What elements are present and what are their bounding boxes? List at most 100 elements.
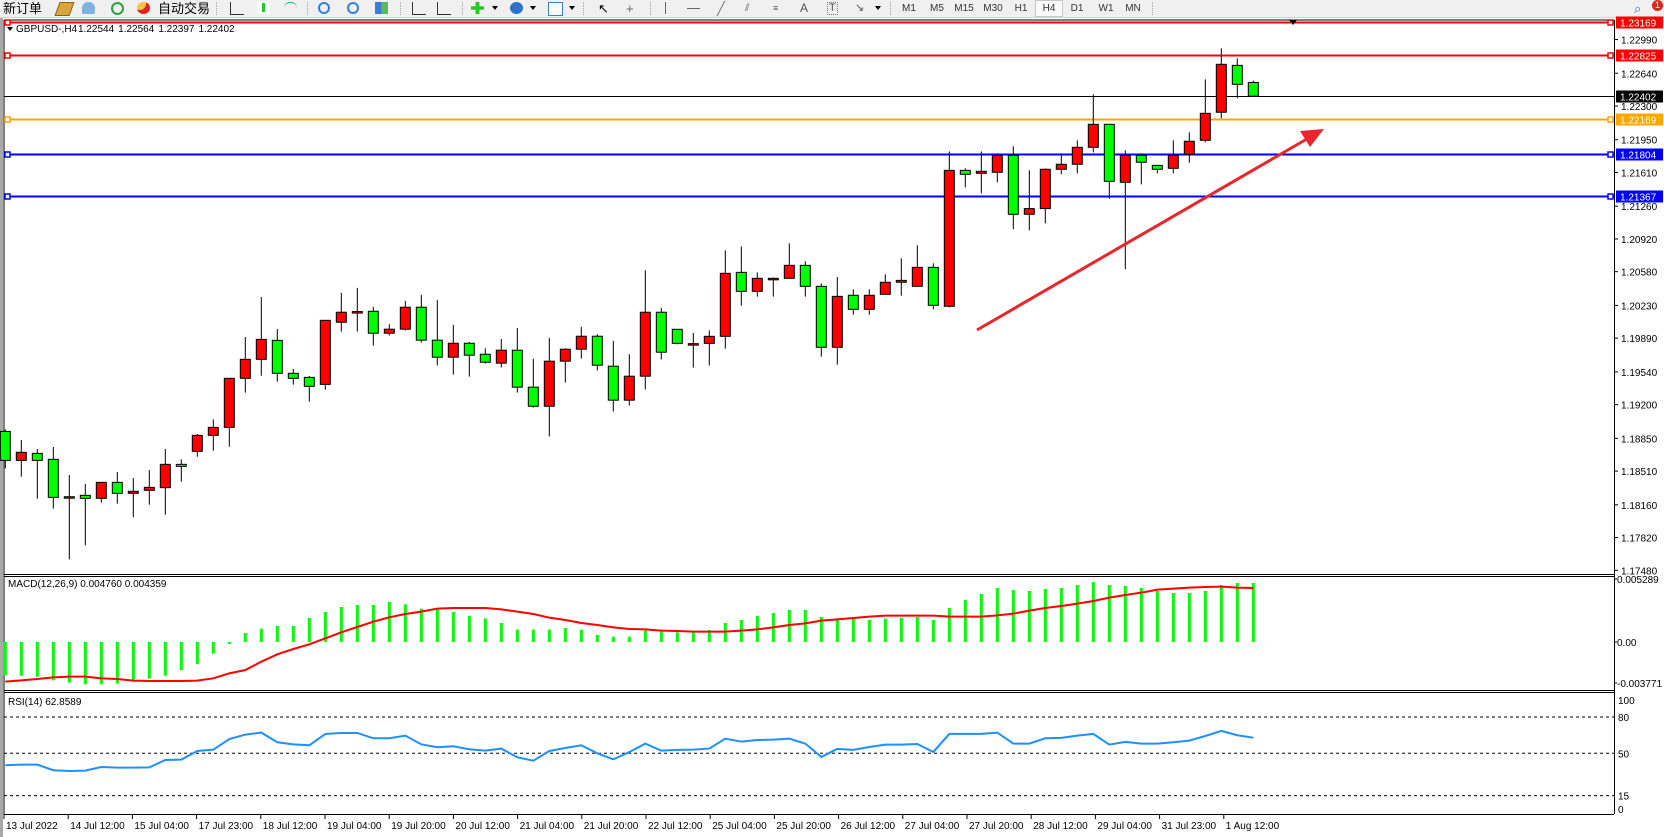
level-handle[interactable] [4,19,11,26]
chart-shift-marker[interactable] [1289,20,1297,25]
tile-windows-icon[interactable] [375,2,388,14]
text-label-icon[interactable]: T [827,2,838,15]
macd-histogram-bar [435,609,439,642]
candle [1167,140,1179,174]
timeframe-d1[interactable]: D1 [1070,3,1084,14]
candle [607,340,619,412]
crosshair-icon[interactable]: + [626,1,634,16]
notification-badge[interactable]: 1 [1652,0,1663,11]
candle-body [831,295,843,348]
level-handle[interactable] [1607,193,1614,200]
timeframe-mn[interactable]: MN [1125,3,1141,14]
timeframe-w1[interactable]: W1 [1098,3,1114,14]
candle-body [671,328,683,344]
collapse-triangle-icon[interactable] [7,27,13,31]
separator [462,2,465,15]
candle-body [495,349,507,364]
auto-trading-icon[interactable] [137,2,150,14]
time-tick-label: 18 Jul 12:00 [263,821,318,832]
arrows-icon[interactable]: ↘ [855,2,865,14]
trendline-icon[interactable]: ╱ [717,1,725,16]
macd-histogram-bar [611,636,615,642]
auto-trading-button[interactable]: 自动交易 [158,1,211,16]
price-tick-label: 1.19890 [1621,334,1658,345]
horizontal-line-icon[interactable] [687,8,700,10]
time-tick-label: 27 Jul 20:00 [969,821,1024,832]
horizontal-level-line[interactable] [4,193,1614,200]
candle [207,419,219,451]
timeframe-m15[interactable]: M15 [954,3,974,14]
candle [687,332,699,368]
new-order-button[interactable]: 新订单 [3,1,43,16]
macd-histogram-bar [1043,589,1047,642]
candle [143,470,155,505]
candle [543,337,555,437]
level-handle[interactable] [1607,19,1614,26]
level-handle[interactable] [4,52,11,59]
candle [895,258,907,296]
text-icon[interactable]: A [800,1,809,15]
candle-body [175,463,187,467]
level-handle[interactable] [4,151,11,158]
candle [1007,146,1019,230]
macd-histogram-bar [915,616,919,642]
chevron-down-icon[interactable] [530,6,536,10]
fibonacci-icon[interactable]: ≡ [773,3,779,13]
macd-histogram-bar [1203,590,1207,642]
search-icon[interactable]: ⌕ [1634,1,1642,16]
level-handle[interactable] [1607,116,1614,123]
horizontal-level-line[interactable] [4,52,1614,59]
chart-shift-icon[interactable] [412,2,426,15]
candle-body [127,490,139,494]
signals-icon[interactable] [111,2,124,15]
zoom-out-icon[interactable] [347,2,359,14]
chevron-down-icon[interactable] [875,6,881,10]
candle-body [191,434,203,452]
chart-symbol: GBPUSD-,H4 [16,24,78,35]
level-handle[interactable] [1607,52,1614,59]
line-chart-icon[interactable] [284,2,297,15]
fibo-channel-icon[interactable]: ⫽ [745,3,750,14]
bar-chart-icon[interactable] [230,2,244,15]
candle [991,153,1003,183]
timeframe-m5[interactable]: M5 [930,3,944,14]
chevron-down-icon[interactable] [569,6,575,10]
horizontal-level-line[interactable] [4,116,1614,123]
timeframe-m30[interactable]: M30 [983,3,1003,14]
candle [31,449,43,499]
price-level-label-bg [1616,49,1663,62]
periods-clock-icon[interactable] [510,2,523,14]
timeframe-h4[interactable]: H4 [1035,0,1063,17]
price-tick-label: 1.21610 [1621,168,1658,179]
candle-body [271,339,283,374]
candle-body [303,376,315,387]
zoom-in-icon[interactable] [318,2,330,14]
macd-histogram-bar [1011,590,1015,642]
candle-body [559,348,571,362]
candle [1231,58,1243,99]
candle-body [1231,64,1243,85]
trend-arrow[interactable] [976,129,1324,332]
level-handle[interactable] [4,116,11,123]
data-window-icon[interactable] [82,2,95,14]
templates-icon[interactable] [548,2,563,16]
auto-scroll-icon[interactable] [437,2,451,15]
candlestick-icon[interactable] [257,2,270,14]
candle-body [1183,140,1195,155]
horizontal-level-line[interactable] [4,19,1614,26]
timeframe-h1[interactable]: H1 [1014,3,1028,14]
cursor-icon[interactable]: ↖ [598,1,609,16]
timeframe-m1[interactable]: M1 [902,3,916,14]
trend-arrow-line[interactable] [976,134,1313,332]
price-level-label: 1.23169 [1620,19,1657,30]
chevron-down-icon[interactable] [492,6,498,10]
horizontal-level-line[interactable] [4,151,1614,158]
price-tick-label: 1.19540 [1621,368,1658,379]
level-handle[interactable] [1607,151,1614,158]
macd-histogram-bar [947,607,951,642]
vertical-line-icon[interactable] [665,2,667,14]
ohlc-value: 1.22544 [78,24,115,35]
candle-body [687,343,699,346]
level-handle[interactable] [4,193,11,200]
